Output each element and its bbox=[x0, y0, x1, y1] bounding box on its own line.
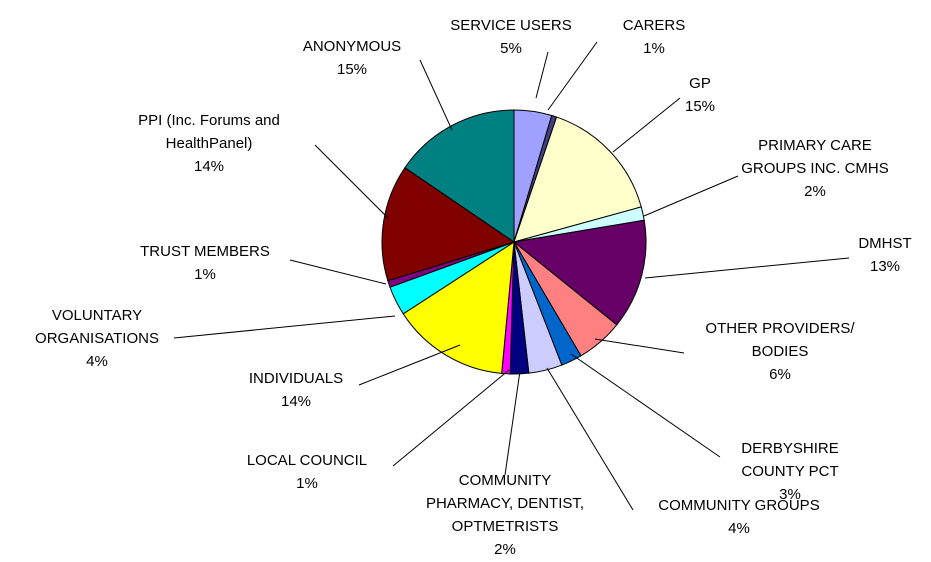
leader-line bbox=[546, 367, 634, 511]
slice-label-line: PHARMACY, DENTIST, bbox=[426, 495, 584, 512]
slice-label: DMHST 13% bbox=[858, 235, 911, 275]
slice-label: LOCAL COUNCIL 1% bbox=[247, 452, 367, 492]
slice-label: CARERS 1% bbox=[623, 17, 686, 57]
pie-slice bbox=[381, 167, 516, 282]
slice-label-line: TRUST MEMBERS bbox=[140, 243, 270, 260]
slice-label-line: HealthPanel) bbox=[166, 135, 253, 152]
slice-label: ANONYMOUS 15% bbox=[303, 38, 401, 78]
leader-line bbox=[594, 338, 685, 354]
slice-percent: 1% bbox=[296, 475, 318, 492]
pie-slice bbox=[512, 219, 647, 326]
slice-label-line: PRIMARY CARE bbox=[758, 137, 872, 154]
pie-slice bbox=[404, 109, 515, 243]
slice-percent: 2% bbox=[804, 183, 826, 200]
slice-label-line: PPI (Inc. Forums and bbox=[138, 112, 280, 129]
slice-label: PRIMARY CARE GROUPS INC. CMHS 2% bbox=[741, 137, 889, 200]
slice-percent: 14% bbox=[281, 393, 311, 410]
slice-label: SERVICE USERS 5% bbox=[450, 17, 571, 57]
slice-percent: 4% bbox=[86, 353, 108, 370]
slice-percent: 4% bbox=[728, 520, 750, 537]
leader-line bbox=[289, 259, 387, 285]
slice-label: TRUST MEMBERS 1% bbox=[140, 243, 270, 283]
slice-label: COMMUNITY PHARMACY, DENTIST, OPTMETRISTS 2% bbox=[426, 472, 584, 558]
slice-label-line: OTHER PROVIDERS/ bbox=[705, 320, 855, 337]
slice-label: GP 15% bbox=[685, 75, 715, 115]
leader-line bbox=[419, 59, 453, 131]
slice-label-line: DERBYSHIRE bbox=[741, 440, 839, 457]
slice-label-line: VOLUNTARY bbox=[52, 307, 142, 324]
slice-percent: 6% bbox=[769, 366, 791, 383]
slice-label: PPI (Inc. Forums and HealthPanel) 14% bbox=[138, 112, 280, 175]
slice-label-line: GROUPS INC. CMHS bbox=[741, 160, 889, 177]
leader-line bbox=[643, 175, 739, 217]
slice-label: VOLUNTARY ORGANISATIONS 4% bbox=[35, 307, 159, 370]
leader-line bbox=[504, 370, 521, 476]
slice-label-line: INDIVIDUALS bbox=[249, 370, 343, 387]
leader-line bbox=[358, 344, 461, 386]
slice-percent: 1% bbox=[643, 40, 665, 57]
slice-label-line: GP bbox=[689, 75, 711, 92]
slice-label-line: CARERS bbox=[623, 17, 686, 34]
slice-label-line: OPTMETRISTS bbox=[452, 518, 559, 535]
slice-label: INDIVIDUALS 14% bbox=[249, 370, 343, 410]
leader-line bbox=[570, 353, 721, 458]
slice-label: OTHER PROVIDERS/BODIES 6% bbox=[705, 320, 855, 383]
slice-label-line: ORGANISATIONS bbox=[35, 330, 159, 347]
slice-label: DERBYSHIRE COUNTY PCT 3% bbox=[741, 440, 839, 503]
slice-percent: 13% bbox=[870, 258, 900, 275]
slice-label-line: COMMUNITY bbox=[459, 472, 552, 489]
slice-label-line: BODIES bbox=[752, 343, 809, 360]
leader-line bbox=[612, 97, 681, 153]
leader-line bbox=[392, 369, 510, 467]
slice-percent: 14% bbox=[194, 158, 224, 175]
leader-line bbox=[173, 315, 396, 339]
slice-percent: 15% bbox=[337, 61, 367, 78]
slice-percent: 5% bbox=[500, 40, 522, 57]
leader-line bbox=[547, 41, 598, 111]
leader-line bbox=[535, 51, 549, 99]
slice-label-line: COMMUNITY GROUPS bbox=[658, 497, 819, 514]
leader-line bbox=[314, 144, 389, 219]
leader-line bbox=[644, 257, 850, 279]
slice-percent: 1% bbox=[194, 266, 216, 283]
slice-percent: 2% bbox=[494, 541, 516, 558]
slice-label-line: SERVICE USERS bbox=[450, 17, 571, 34]
slice-label-line: DMHST bbox=[858, 235, 911, 252]
slice-label-line: ANONYMOUS bbox=[303, 38, 401, 55]
pie-slice bbox=[402, 241, 515, 374]
slice-label-line: COUNTY PCT bbox=[741, 463, 838, 480]
slice-label-line: LOCAL COUNCIL bbox=[247, 452, 367, 469]
slice-label: COMMUNITY GROUPS 4% bbox=[658, 497, 819, 537]
slice-percent: 3% bbox=[779, 486, 801, 503]
pie-slice bbox=[513, 116, 642, 243]
slice-percent: 15% bbox=[685, 98, 715, 115]
